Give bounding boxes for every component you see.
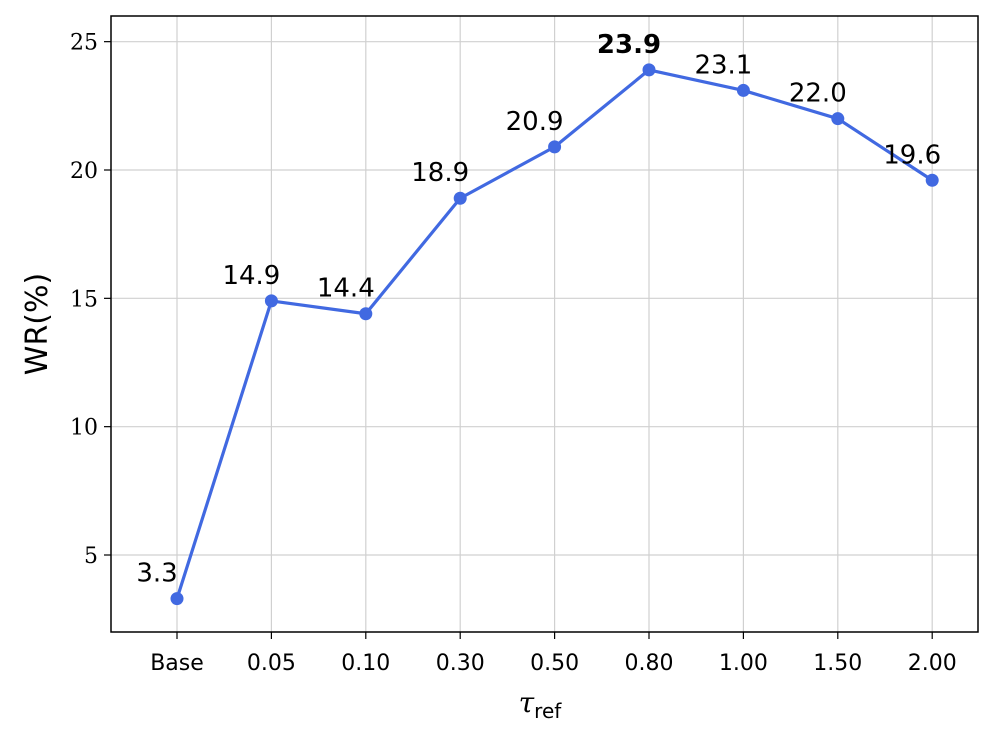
data-point	[453, 191, 467, 205]
data-labels: 3.3 14.9 14.4 18.9 20.9 23.9 23.1 22.0 19.6	[136, 30, 941, 589]
x-axis-title-symbol: τ	[519, 686, 535, 719]
y-axis: 5 10 15 20 25	[70, 31, 111, 569]
y-tick-label: 5	[84, 544, 98, 569]
data-point	[264, 294, 278, 308]
y-tick-label: 10	[70, 416, 98, 441]
data-label: 19.6	[883, 140, 941, 170]
y-tick-label: 15	[70, 287, 98, 312]
x-tick-label: 0.10	[341, 651, 390, 676]
x-tick-label: 1.50	[813, 651, 862, 676]
data-label: 23.9	[597, 30, 661, 60]
data-label: 3.3	[136, 559, 177, 589]
y-tick-label: 20	[70, 159, 98, 184]
x-axis-title-subscript: ref	[534, 699, 562, 723]
x-tick-label: 2.00	[908, 651, 957, 676]
data-label: 20.9	[506, 107, 564, 137]
data-label: 14.9	[222, 261, 280, 291]
data-point	[925, 173, 939, 187]
x-tick-label: 1.00	[719, 651, 768, 676]
grid	[111, 16, 978, 632]
series-group	[170, 63, 939, 606]
data-point	[170, 592, 184, 606]
plot-frame	[110, 15, 979, 633]
x-axis-title: τref	[519, 686, 563, 723]
data-point	[736, 83, 750, 97]
data-label: 18.9	[411, 158, 469, 188]
data-point	[359, 307, 373, 321]
y-axis-title: WR(%)	[20, 273, 55, 375]
data-point	[548, 140, 562, 154]
data-label: 14.4	[317, 274, 375, 304]
x-tick-label: Base	[150, 651, 204, 676]
x-tick-label: 0.50	[530, 651, 579, 676]
x-tick-label: 0.80	[625, 651, 674, 676]
data-label: 22.0	[789, 79, 847, 109]
data-label: 23.1	[694, 50, 752, 80]
data-point	[831, 112, 845, 126]
x-axis: Base 0.05 0.10 0.30 0.50 0.80 1.00 1.50 2.00	[150, 632, 957, 676]
data-point	[642, 63, 656, 77]
x-tick-label: 0.30	[436, 651, 485, 676]
y-tick-label: 25	[70, 31, 98, 56]
x-tick-label: 0.05	[247, 651, 296, 676]
